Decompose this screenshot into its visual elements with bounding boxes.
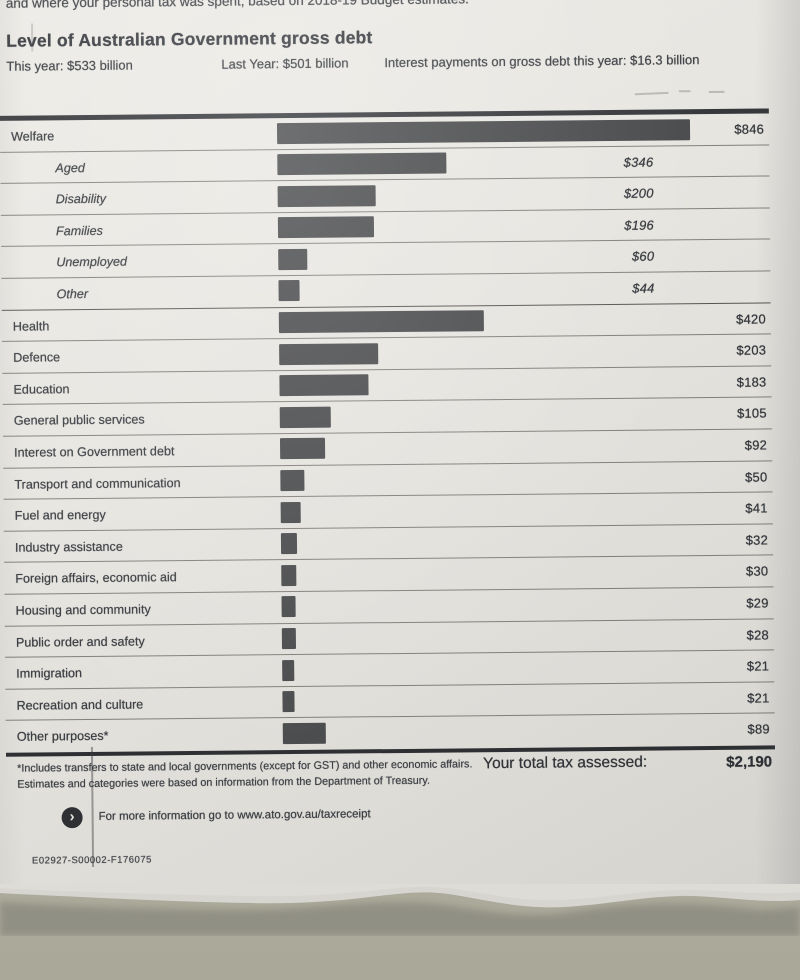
row-label: Aged — [55, 160, 85, 175]
table-row: Other purposes* $89 — [6, 714, 775, 753]
total-tax-label: Your total tax assessed: — [483, 753, 648, 773]
row-label: Other — [56, 286, 89, 302]
bar — [282, 659, 295, 681]
bar — [281, 628, 297, 650]
row-label: Families — [55, 223, 103, 239]
debt-interest: Interest payments on gross debt this yea… — [384, 52, 700, 71]
bar — [282, 691, 295, 713]
row-value: $420 — [736, 311, 766, 327]
footnote: *Includes transfers to state and local g… — [17, 756, 477, 793]
pen-smudge — [678, 90, 691, 93]
bar — [279, 438, 326, 460]
row-value: $44 — [632, 280, 655, 296]
bar — [279, 406, 331, 428]
bar — [280, 533, 298, 555]
footnote-line-1: *Includes transfers to state and local g… — [17, 758, 473, 775]
bar — [282, 722, 326, 744]
row-label: Foreign affairs, economic aid — [15, 570, 177, 587]
debt-this-year: This year: $533 billion — [6, 57, 133, 74]
row-value: $29 — [746, 595, 769, 611]
row-label: Fuel and energy — [14, 507, 106, 523]
row-label: Education — [13, 381, 70, 397]
row-value: $200 — [623, 185, 654, 202]
pen-smudge — [708, 90, 725, 94]
debt-last-year: Last Year: $501 billion — [221, 55, 349, 72]
bar — [277, 152, 447, 176]
row-label: Industry assistance — [14, 539, 123, 555]
total-tax-value: $2,190 — [726, 753, 773, 771]
row-value: $50 — [744, 469, 768, 485]
row-label: Unemployed — [56, 254, 128, 270]
footnote-line-2: Estimates and categories were based on i… — [17, 774, 431, 791]
row-value: $41 — [745, 500, 768, 516]
row-label: Public order and safety — [15, 633, 145, 650]
bar — [278, 248, 308, 271]
row-value: $846 — [734, 121, 765, 137]
row-label: Welfare — [11, 129, 55, 144]
bar — [278, 280, 300, 302]
row-value: $346 — [623, 154, 654, 170]
bar — [277, 216, 375, 239]
row-label: General public services — [13, 412, 145, 429]
row-label: Interest on Government debt — [14, 444, 175, 460]
row-value: $89 — [747, 721, 770, 737]
row-label: Immigration — [16, 666, 83, 681]
paper-document: and where your personal tax was spent, b… — [0, 0, 800, 892]
row-label: Recreation and culture — [16, 697, 144, 713]
section-title: Level of Australian Government gross deb… — [6, 27, 373, 51]
document-content: and where your personal tax was spent, b… — [0, 0, 775, 867]
row-value: $183 — [736, 374, 767, 390]
row-value: $92 — [744, 437, 768, 453]
intro-text: and where your personal tax was spent, b… — [5, 0, 469, 11]
row-label: Health — [12, 318, 50, 334]
row-label: Defence — [13, 350, 61, 365]
row-label: Disability — [55, 191, 107, 207]
row-value: $32 — [745, 532, 769, 548]
more-info-text: For more information go to www.ato.gov.a… — [98, 808, 371, 823]
row-value: $105 — [736, 405, 767, 422]
row-label: Transport and communication — [14, 475, 181, 492]
row-value: $21 — [747, 690, 770, 706]
bar — [279, 342, 379, 365]
bar — [280, 469, 305, 492]
bar — [281, 596, 296, 618]
pen-smudge — [634, 91, 669, 96]
bar — [276, 118, 691, 144]
bar — [278, 310, 484, 334]
paper-crease — [30, 23, 33, 52]
chevron-right-circle-icon: › — [61, 807, 83, 829]
row-label: Housing and community — [15, 602, 151, 618]
bar — [277, 184, 376, 207]
row-value: $30 — [745, 563, 769, 579]
row-value: $196 — [624, 217, 655, 233]
tax-spend-bar-chart: Welfare $846 Aged $346 Disability $200 Familie… — [0, 108, 775, 757]
bar — [281, 564, 297, 586]
bar — [280, 501, 301, 523]
row-value: $60 — [631, 248, 655, 265]
row-value: $28 — [746, 626, 769, 643]
row-value: $21 — [746, 658, 770, 674]
bar — [279, 374, 369, 397]
row-value: $203 — [736, 342, 767, 358]
row-label: Other purposes* — [16, 729, 109, 744]
